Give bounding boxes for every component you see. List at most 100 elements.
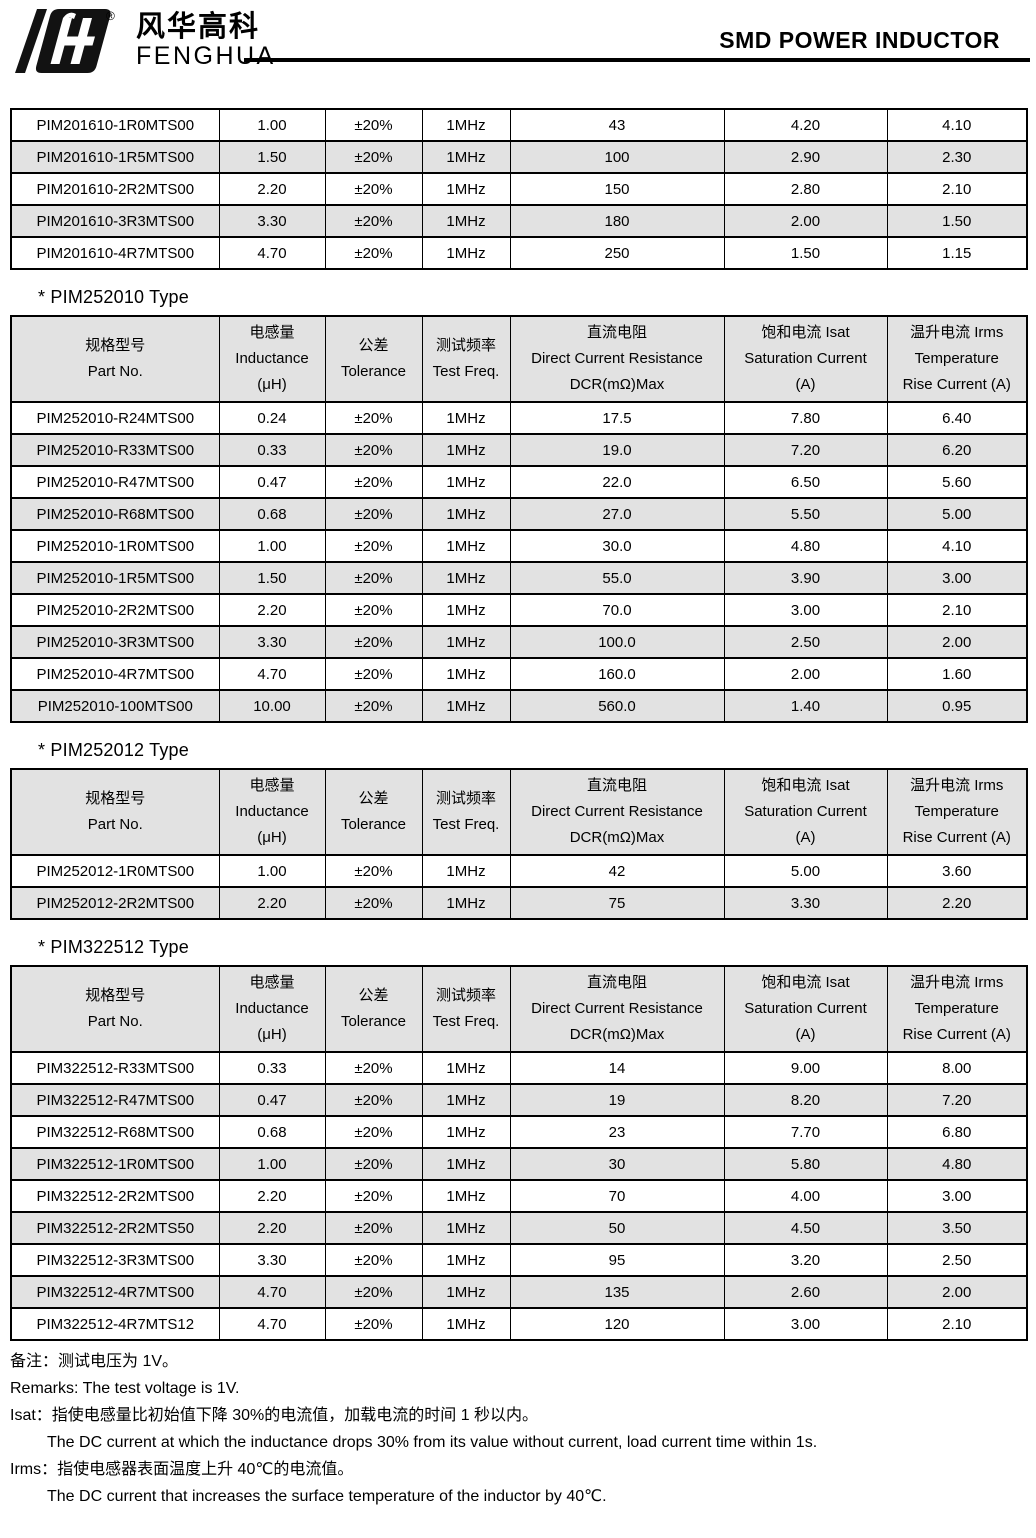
value-cell: 0.95 [886, 689, 1028, 723]
value-cell: 2.10 [886, 1307, 1028, 1341]
value-cell: 17.5 [509, 401, 725, 435]
value-cell: 3.00 [886, 1179, 1028, 1213]
section-pim252010: * PIM252010 Type 规格型号 Part No. 电感量 Inductan… [10, 287, 1028, 723]
table-row: PIM252010-R68MTS00 0.68 ±20% 1MHz 27.0 5.50 5.… [10, 497, 1028, 531]
table-header-row: 规格型号 Part No. 电感量 Inductance (μH) 公差 Tolerance… [10, 315, 1028, 403]
value-cell: 2.20 [218, 1179, 326, 1213]
value-cell: 2.10 [886, 172, 1028, 206]
value-cell: 5.50 [723, 497, 888, 531]
part-no-cell: PIM201610-4R7MTS00 [10, 236, 220, 270]
table-row: PIM252012-2R2MTS00 2.20 ±20% 1MHz 75 3.30 2.20 [10, 886, 1028, 920]
table-row: PIM322512-4R7MTS00 4.70 ±20% 1MHz 135 2.60 2.0… [10, 1275, 1028, 1309]
value-cell: 135 [509, 1275, 725, 1309]
value-cell: 4.70 [218, 1275, 326, 1309]
value-cell: 1MHz [421, 1275, 511, 1309]
value-cell: 1MHz [421, 401, 511, 435]
value-cell: ±20% [324, 433, 423, 467]
value-cell: 1MHz [421, 1051, 511, 1085]
value-cell: ±20% [324, 1211, 423, 1245]
value-cell: 95 [509, 1243, 725, 1277]
value-cell: 8.00 [886, 1051, 1028, 1085]
value-cell: ±20% [324, 172, 423, 206]
part-no-cell: PIM252010-3R3MTS00 [10, 625, 220, 659]
fenghua-logo: ® 风华高科 FENGHUA [14, 8, 276, 74]
value-cell: 22.0 [509, 465, 725, 499]
part-no-cell: PIM252010-1R0MTS00 [10, 529, 220, 563]
value-cell: 2.00 [723, 657, 888, 691]
table-row: PIM322512-1R0MTS00 1.00 ±20% 1MHz 30 5.80 4.80 [10, 1147, 1028, 1181]
column-header: 直流电阻 Direct Current Resistance DCR(mΩ)Max [509, 315, 725, 403]
column-header: 直流电阻 Direct Current Resistance DCR(mΩ)Max [509, 965, 725, 1053]
value-cell: 19.0 [509, 433, 725, 467]
pim322512-table: 规格型号 Part No. 电感量 Inductance (μH) 公差 Tolerance… [10, 965, 1028, 1341]
part-no-cell: PIM322512-3R3MTS00 [10, 1243, 220, 1277]
table-row: PIM252010-R24MTS00 0.24 ±20% 1MHz 17.5 7.80 6.… [10, 401, 1028, 435]
value-cell: 6.20 [886, 433, 1028, 467]
value-cell: 2.50 [723, 625, 888, 659]
column-header: 测试频率 Test Freq. [421, 315, 511, 403]
section-pim201610: PIM201610-1R0MTS00 1.00 ±20% 1MHz 43 4.20 4.10… [10, 108, 1028, 270]
value-cell: 1MHz [421, 1211, 511, 1245]
value-cell: 0.47 [218, 465, 326, 499]
value-cell: 2.20 [218, 172, 326, 206]
part-no-cell: PIM322512-2R2MTS50 [10, 1211, 220, 1245]
value-cell: 1MHz [421, 140, 511, 174]
value-cell: ±20% [324, 625, 423, 659]
table-header-row: 规格型号 Part No. 电感量 Inductance (μH) 公差 Tolerance… [10, 768, 1028, 856]
column-header: 公差 Tolerance [324, 768, 423, 856]
value-cell: 30 [509, 1147, 725, 1181]
value-cell: 6.80 [886, 1115, 1028, 1149]
section-title-pim322512: * PIM322512 Type [38, 937, 189, 957]
value-cell: 2.90 [723, 140, 888, 174]
value-cell: ±20% [324, 108, 423, 142]
pim201610-table: PIM201610-1R0MTS00 1.00 ±20% 1MHz 43 4.20 4.10… [10, 108, 1028, 270]
value-cell: 1MHz [421, 625, 511, 659]
table-row: PIM252010-4R7MTS00 4.70 ±20% 1MHz 160.0 2.00 1… [10, 657, 1028, 691]
part-no-cell: PIM201610-3R3MTS00 [10, 204, 220, 238]
value-cell: 42 [509, 854, 725, 888]
column-header: 电感量 Inductance (μH) [218, 315, 326, 403]
column-header: 温升电流 Irms Temperature Rise Current (A) [886, 965, 1028, 1053]
note-line: 备注：测试电压为 1V。 [10, 1353, 179, 1370]
value-cell: 2.20 [218, 593, 326, 627]
value-cell: 1.00 [218, 1147, 326, 1181]
value-cell: 0.47 [218, 1083, 326, 1117]
value-cell: 4.80 [723, 529, 888, 563]
value-cell: 27.0 [509, 497, 725, 531]
value-cell: 160.0 [509, 657, 725, 691]
value-cell: 2.30 [886, 140, 1028, 174]
spec-tables: PIM201610-1R0MTS00 1.00 ±20% 1MHz 43 4.20 4.10… [10, 108, 1028, 1341]
value-cell: 2.20 [218, 1211, 326, 1245]
part-no-cell: PIM252010-R68MTS00 [10, 497, 220, 531]
value-cell: 5.80 [723, 1147, 888, 1181]
section-pim252012: * PIM252012 Type 规格型号 Part No. 电感量 Inductan… [10, 740, 1028, 920]
table-header-row: 规格型号 Part No. 电感量 Inductance (μH) 公差 Tolerance… [10, 965, 1028, 1053]
part-no-cell: PIM252010-2R2MTS00 [10, 593, 220, 627]
value-cell: 1.00 [218, 529, 326, 563]
value-cell: 1MHz [421, 172, 511, 206]
value-cell: ±20% [324, 1243, 423, 1277]
value-cell: 100 [509, 140, 725, 174]
page-title: SMD POWER INDUCTOR [719, 27, 1000, 53]
value-cell: 23 [509, 1115, 725, 1149]
part-no-cell: PIM322512-R68MTS00 [10, 1115, 220, 1149]
value-cell: 4.00 [723, 1179, 888, 1213]
table-row: PIM201610-4R7MTS00 4.70 ±20% 1MHz 250 1.50 1.1… [10, 236, 1028, 270]
brand-name-chinese: 风华高科 [136, 11, 261, 43]
value-cell: ±20% [324, 886, 423, 920]
value-cell: 120 [509, 1307, 725, 1341]
part-no-cell: PIM252010-R24MTS00 [10, 401, 220, 435]
section-pim322512: * PIM322512 Type 规格型号 Part No. 电感量 Inductan… [10, 937, 1028, 1341]
table-row: PIM201610-3R3MTS00 3.30 ±20% 1MHz 180 2.00 1.5… [10, 204, 1028, 238]
value-cell: 1MHz [421, 1147, 511, 1181]
column-header: 规格型号 Part No. [10, 315, 220, 403]
part-no-cell: PIM201610-1R5MTS00 [10, 140, 220, 174]
value-cell: 43 [509, 108, 725, 142]
value-cell: 0.24 [218, 401, 326, 435]
part-no-cell: PIM201610-1R0MTS00 [10, 108, 220, 142]
value-cell: 1MHz [421, 236, 511, 270]
note-line: Isat：指使电感量比初始值下降 30%的电流值，加载电流的时间 1 秒以内。 [10, 1407, 539, 1424]
value-cell: 7.70 [723, 1115, 888, 1149]
part-no-cell: PIM252010-4R7MTS00 [10, 657, 220, 691]
